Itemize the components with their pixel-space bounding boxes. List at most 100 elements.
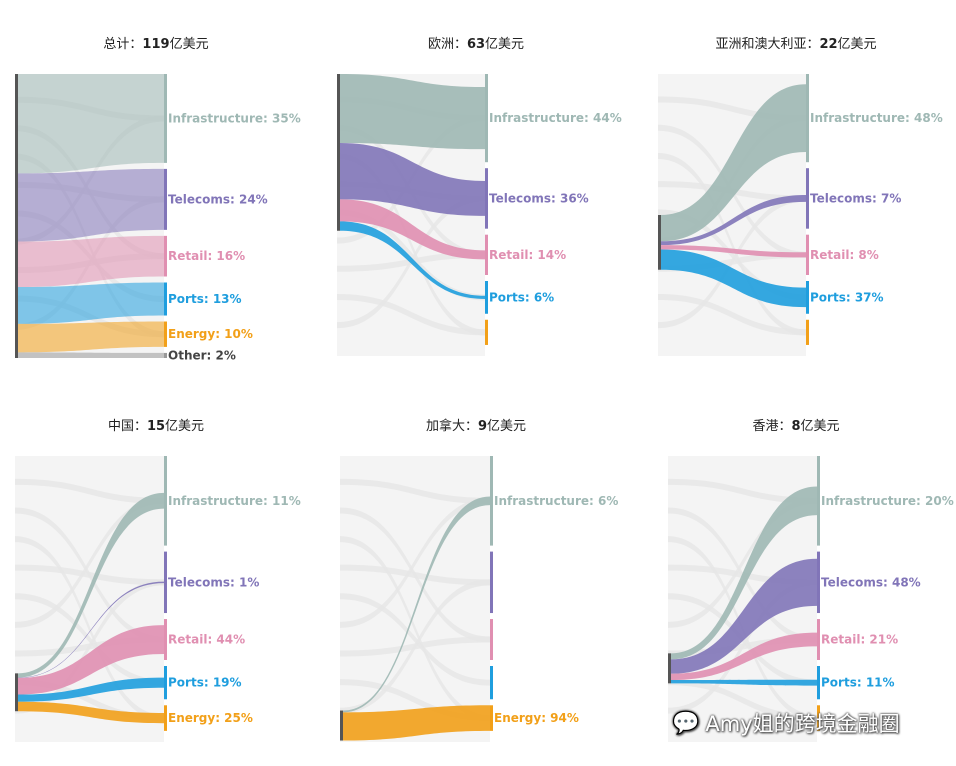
panel-title: 欧洲：63亿美元 <box>428 37 524 52</box>
target-label-retail: Retail: 8% <box>810 248 879 262</box>
panel-title-suffix: 亿美元 <box>838 37 877 52</box>
panel-title-suffix: 亿美元 <box>170 37 209 52</box>
ghost-flow <box>15 679 164 722</box>
panel-title-number: 22 <box>819 37 837 52</box>
panel-title-number: 8 <box>791 419 800 434</box>
panel-title: 加拿大：9亿美元 <box>426 418 526 434</box>
source-bar <box>337 74 340 231</box>
target-bar-retail <box>490 619 493 660</box>
target-label-energy: Energy: 94% <box>494 711 579 725</box>
target-label-telecoms: Telecoms: 24% <box>168 192 268 206</box>
ghost-flow <box>340 536 490 722</box>
flow-retail <box>18 625 164 695</box>
target-bar-telecoms <box>164 551 167 614</box>
ghost-flow <box>658 152 806 336</box>
sankey-panel-europe: 欧洲：63亿美元 Infrastructure: 44% Telecoms: 36%… <box>337 37 622 356</box>
wechat-icon: 💬 <box>672 710 700 736</box>
sankey-panel-total: 总计：119亿美元 Infrastructure: 35% Telecoms: 24… <box>15 37 301 362</box>
target-bar-other <box>164 352 167 358</box>
target-bar-ports <box>164 282 167 316</box>
flow-retail <box>661 245 806 258</box>
panel-title: 中国：15亿美元 <box>108 419 204 434</box>
target-bar-ports <box>806 281 809 314</box>
ghost-flow <box>15 478 164 504</box>
target-label-telecoms: Telecoms: 7% <box>810 191 901 205</box>
flow-telecoms <box>671 558 817 674</box>
ghost-flow <box>340 679 490 722</box>
flow-ports <box>18 282 164 324</box>
ghost-flow <box>337 209 485 301</box>
flow-infrastructure <box>18 74 164 174</box>
flow-telecoms <box>18 168 164 242</box>
target-label-ports: Ports: 11% <box>821 676 895 690</box>
target-label-retail: Retail: 14% <box>489 248 566 262</box>
target-label-telecoms: Telecoms: 48% <box>821 575 921 589</box>
source-bar <box>15 673 18 712</box>
ghost-flow <box>15 497 164 628</box>
target-bar-telecoms <box>485 168 488 229</box>
target-label-ports: Ports: 19% <box>168 676 242 690</box>
panel-title-prefix: 总计： <box>103 37 142 52</box>
target-label-ports: Ports: 6% <box>489 290 554 304</box>
flow-infrastructure <box>661 84 806 242</box>
watermark: 💬 Amy姐的跨境金融圈 <box>672 708 900 738</box>
watermark-text: Amy姐的跨境金融圈 <box>705 712 900 736</box>
source-bar <box>15 74 18 358</box>
target-bar-telecoms <box>806 168 809 229</box>
target-label-energy: Energy: 10% <box>168 327 253 341</box>
flow-infrastructure <box>671 486 817 660</box>
target-label-infrastructure: Infrastructure: 11% <box>168 494 301 508</box>
target-bar-infrastructure <box>817 456 820 546</box>
panel-title-prefix: 中国： <box>108 419 147 434</box>
target-bar-infrastructure <box>490 456 493 546</box>
ghost-flow <box>658 209 806 301</box>
target-bar-energy <box>485 319 488 345</box>
source-bar <box>340 710 343 741</box>
ghost-flow <box>15 579 164 714</box>
panel-title-number: 63 <box>467 37 485 52</box>
target-label-retail: Retail: 16% <box>168 249 245 263</box>
target-bar-energy <box>164 321 167 347</box>
flow-ports <box>340 221 485 299</box>
source-bar <box>658 215 661 270</box>
panel-title-prefix: 香港： <box>752 419 791 434</box>
flow-telecoms <box>340 142 485 216</box>
target-bar-telecoms <box>490 551 493 614</box>
target-label-infrastructure: Infrastructure: 20% <box>821 494 954 508</box>
target-bar-ports <box>485 281 488 314</box>
flow-energy <box>343 705 490 741</box>
target-label-infrastructure: Infrastructure: 44% <box>489 111 622 125</box>
ghost-flow <box>668 497 817 628</box>
target-label-retail: Retail: 44% <box>168 633 245 647</box>
target-bar-ports <box>817 666 820 700</box>
sankey-panel-hong-kong: 香港：8亿美元 Infrastructure: 20% Telecoms: 48% R… <box>668 419 954 742</box>
flow-energy <box>18 701 164 724</box>
flow-ports <box>661 249 806 308</box>
ghost-flow <box>15 564 164 586</box>
target-bar-telecoms <box>817 551 820 614</box>
ghost-flow <box>340 593 490 686</box>
target-label-other: Other: 2% <box>168 348 236 362</box>
target-bar-energy <box>817 705 820 731</box>
ghost-flow <box>668 478 817 504</box>
ghost-flow <box>15 536 164 722</box>
target-label-energy: Energy: 25% <box>168 711 253 725</box>
flow-retail <box>18 235 164 287</box>
panel-title: 香港：8亿美元 <box>752 419 839 434</box>
flow-telecoms <box>661 195 806 246</box>
target-bar-retail <box>485 234 488 275</box>
ghost-flow <box>340 497 490 628</box>
ghost-flow <box>668 579 817 714</box>
target-bar-ports <box>164 666 167 700</box>
ghost-flow <box>337 152 485 336</box>
panel-title-number: 9 <box>478 419 487 434</box>
panel-title-number: 15 <box>147 419 165 434</box>
ghost-flow <box>340 564 490 586</box>
target-label-telecoms: Telecoms: 36% <box>489 191 589 205</box>
target-bar-retail <box>817 619 820 660</box>
target-bar-retail <box>164 235 167 277</box>
source-bar <box>668 653 671 684</box>
target-label-infrastructure: Infrastructure: 6% <box>494 494 618 508</box>
ghost-flow <box>337 293 485 336</box>
